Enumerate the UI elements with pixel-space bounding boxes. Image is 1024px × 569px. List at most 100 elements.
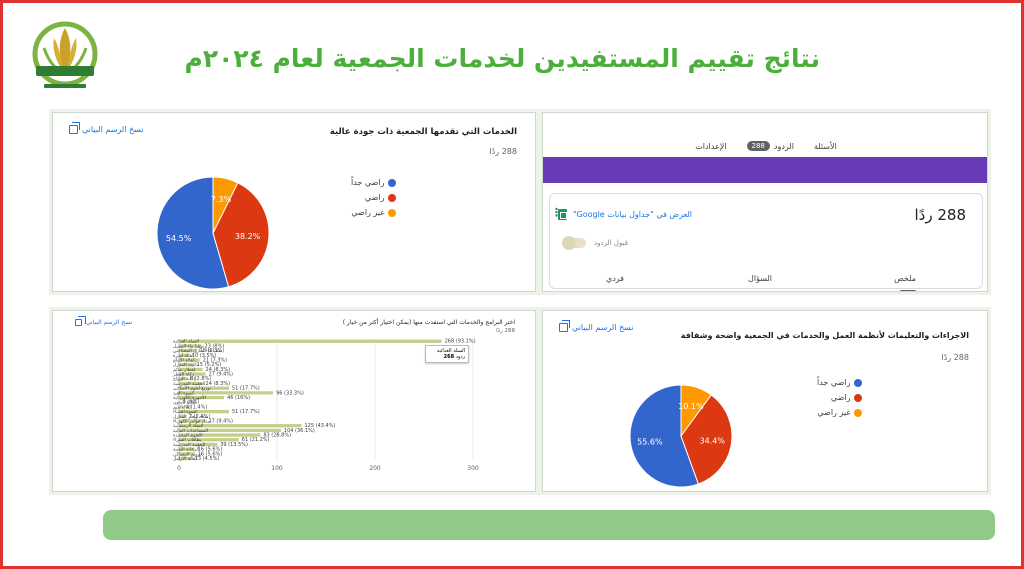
category-label: تأثيث المنازل: [173, 361, 199, 368]
category-label: كسوة الشتاء: [173, 409, 198, 415]
question-title: الخدمات التي تقدمها الجمعية ذات جودة عال…: [329, 127, 517, 137]
legend-dot: [388, 208, 397, 217]
bar: [179, 405, 183, 409]
organization-logo: [32, 21, 98, 88]
bar-value-label: 268 (93.1%): [445, 339, 476, 345]
legend-item: راضي: [817, 390, 863, 405]
tab-question[interactable]: السؤال: [748, 274, 772, 283]
bar: [179, 363, 194, 367]
bar-value-label: 15 (5.2%): [197, 362, 222, 368]
chart-legend: راضي جداً راضي غير راضي: [351, 175, 397, 220]
x-tick-label: 200: [369, 465, 381, 472]
bar-value-label: 16 (5.6%): [198, 451, 223, 457]
sheets-icon: [557, 209, 567, 220]
category-label: الحقيبة المدرسية: [173, 382, 205, 387]
bar: [179, 344, 202, 348]
bar-value-label: 10 (3.5%): [192, 353, 217, 359]
tab-responses[interactable]: الردود 288: [746, 141, 794, 151]
category-label: كسوة العيد: [173, 390, 195, 396]
bar: [179, 424, 302, 428]
bar-value-label: 125 (43.4%): [305, 423, 336, 429]
responses-badge: 288: [746, 141, 770, 151]
bar: [179, 428, 281, 433]
legend-item: غير راضي: [351, 205, 397, 220]
legend-dot: [854, 408, 863, 417]
bar-value-label: 39 (13.5%): [220, 442, 248, 448]
legend-label: راضي: [364, 193, 385, 202]
category-label: سقيا ماء منازل المحتاجين: [173, 349, 222, 354]
footer-bar: [103, 510, 995, 540]
pie-slice-label: 10.1%: [678, 402, 704, 411]
pie-slice-label: 34.4%: [700, 437, 726, 446]
bar: [179, 409, 229, 414]
bar-value-label: 23 (8%): [205, 343, 225, 349]
view-in-sheets-link[interactable]: العرض في "جداول بيانات Google": [557, 209, 692, 220]
legend-item: راضي جداً: [351, 175, 397, 190]
forms-responses-panel: الأسئلة الردود 288 الإعدادات 288 ردًا ال…: [542, 112, 988, 292]
category-label: السلة الغذائية: [173, 340, 199, 345]
legend-label: راضي: [830, 393, 851, 402]
copy-chart-link[interactable]: نسخ الرسم البياني: [75, 316, 132, 326]
bar: [179, 414, 186, 418]
active-tab-indicator: [900, 290, 916, 291]
chart-legend: راضي جداً راضي غير راضي: [817, 375, 863, 420]
tab-summary[interactable]: ملخص: [894, 274, 916, 283]
bar-value-label: 27 (9.4%): [208, 418, 233, 424]
copy-chart-label: نسخ الرسم البياني: [82, 125, 144, 134]
bar: [179, 395, 225, 400]
tab-label: الردود: [773, 141, 794, 151]
more-options-icon[interactable]: ⋮: [551, 206, 562, 219]
bar: [179, 391, 274, 395]
forms-tabs: الأسئلة الردود 288 الإعدادات: [543, 141, 987, 151]
bar-value-label: 61 (21.2%): [242, 437, 270, 443]
category-label: سداد فواتير الكهرباء: [173, 418, 211, 424]
category-label: السلة الرمضانية: [173, 424, 203, 429]
category-label: بطاقات الشراء: [173, 438, 202, 443]
category-label: الحقيبة المدرسية: [173, 443, 205, 448]
category-label: كفالة الأيتام: [173, 356, 196, 363]
tab-individual[interactable]: فردي: [605, 274, 624, 283]
legend-item: غير راضي: [817, 405, 863, 420]
bar: [179, 386, 229, 390]
bar: [179, 419, 206, 423]
bar-value-label: 13 (4.5%): [195, 456, 220, 462]
bar-value-label: 83 (28.8%): [263, 433, 291, 439]
bar-value-label: 21 (7.3%): [203, 357, 228, 363]
category-label: كفالة يتيم: [173, 404, 192, 410]
tab-questions[interactable]: الأسئلة: [814, 141, 837, 151]
bar-tooltip: السلة الغذائية ردود 268: [425, 345, 469, 363]
pie-slice: [680, 384, 712, 438]
pie-slice-label: 7.3%: [211, 195, 232, 204]
accept-responses-toggle[interactable]: [562, 236, 586, 250]
category-label: ترميم المساكن: [173, 451, 202, 457]
services-bar-panel: نسخ الرسم البياني اختر البرامج والخدمات …: [52, 310, 536, 492]
category-label: اللحوم المجمدة: [173, 434, 203, 439]
response-total: 288 ردًا: [914, 206, 967, 224]
category-label: إعانة الزواج: [173, 377, 196, 382]
copy-chart-link[interactable]: نسخ الرسم البياني: [69, 122, 144, 134]
copy-chart-link[interactable]: نسخ الرسم البياني: [559, 320, 634, 332]
bar-value-label: 96 (33.3%): [276, 390, 304, 396]
copy-icon: [69, 122, 80, 134]
bar: [179, 447, 195, 451]
tab-settings[interactable]: الإعدادات: [695, 141, 726, 151]
category-label: الأجهزة الكهربائية: [173, 394, 206, 401]
tooltip-value: 268: [443, 354, 455, 360]
bar: [179, 433, 261, 437]
response-count: 288 ردًا: [941, 353, 969, 362]
tooltip-label: السلة الغذائية: [436, 348, 465, 354]
bar-value-label: 51 (17.7%): [232, 386, 260, 392]
category-label: المساعدات المالية: [173, 429, 208, 434]
tab-label: الأسئلة: [813, 141, 837, 151]
bar-value-label: 104 (36.1%): [284, 428, 315, 434]
legend-label: غير راضي: [351, 208, 385, 217]
pie-slice-label: 54.5%: [166, 234, 192, 243]
category-label: توزيع لحوم الأضاحي: [173, 385, 212, 392]
tooltip-sub: ردود: [455, 354, 465, 360]
response-count: 288 ردًا: [496, 328, 515, 334]
category-label: كفالة أسرة: [173, 352, 195, 359]
pie-slice-label: 55.6%: [637, 437, 663, 446]
bar-value-label: 16 (5.6%): [198, 447, 223, 453]
category-label: كفالة البدون: [173, 400, 197, 406]
